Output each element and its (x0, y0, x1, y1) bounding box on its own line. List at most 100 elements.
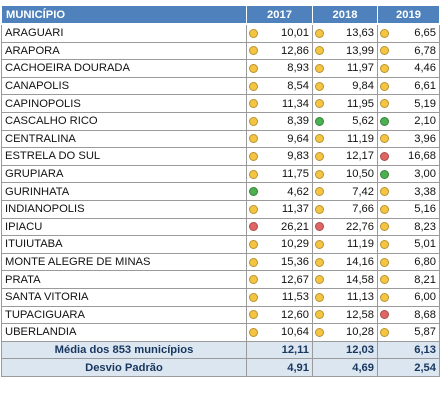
value-2017: 8,54 (287, 80, 309, 93)
status-yellow-circle-icon (249, 310, 258, 320)
table-row: TUPACIGUARA 12,60 12,58 8,68 (1, 305, 440, 325)
table-header-row: MUNICÍPIO 2017 2018 2019 (1, 5, 440, 25)
status-yellow-circle-icon (249, 169, 258, 179)
status-yellow-circle-icon (249, 151, 258, 161)
value-2017: 11,75 (281, 168, 309, 181)
status-yellow-circle-icon (315, 151, 324, 161)
value-2017: 8,39 (287, 115, 309, 128)
value-cell-2018: 11,95 (312, 94, 378, 113)
value-cell-2019: 5,01 (377, 235, 440, 254)
footer-std-dev-2019: 2,54 (377, 358, 440, 377)
value-2017: 12,60 (281, 308, 309, 321)
value-cell-2017: 11,34 (246, 94, 313, 113)
value-cell-2017: 15,36 (246, 252, 313, 272)
status-yellow-circle-icon (380, 327, 389, 337)
value-2018: 13,99 (346, 44, 374, 57)
value-cell-2017: 11,75 (246, 164, 313, 184)
value-cell-2018: 11,19 (312, 129, 378, 149)
status-green-circle-icon (315, 116, 324, 126)
table-row: ESTRELA DO SUL 9,83 12,17 16,68 (1, 147, 440, 166)
value-cell-2017: 11,37 (246, 199, 313, 219)
status-red-circle-icon (380, 151, 389, 161)
footer-average-2019: 6,13 (377, 340, 440, 360)
value-2018: 11,95 (346, 97, 374, 110)
municipality-name: UBERLANDIA (1, 323, 247, 342)
status-yellow-circle-icon (315, 63, 324, 73)
value-2019: 6,61 (414, 80, 436, 93)
value-2017: 10,01 (281, 27, 309, 40)
status-yellow-circle-icon (315, 275, 324, 285)
value-2019: 8,68 (414, 308, 436, 321)
table-row: MONTE ALEGRE DE MINAS 15,36 14,16 6,80 (1, 252, 440, 272)
value-cell-2018: 14,58 (312, 270, 378, 289)
footer-label-std-dev: Desvio Padrão (1, 358, 247, 377)
value-2018: 10,28 (346, 326, 374, 339)
value-2018: 12,58 (346, 308, 374, 321)
table-row: GRUPIARA 11,75 10,50 3,00 (1, 164, 440, 184)
status-yellow-circle-icon (315, 28, 324, 38)
value-cell-2018: 11,19 (312, 235, 378, 254)
footer-average-2018: 12,03 (312, 340, 378, 360)
value-2018: 10,50 (346, 168, 374, 181)
status-yellow-circle-icon (315, 99, 324, 109)
status-yellow-circle-icon (249, 327, 258, 337)
status-yellow-circle-icon (249, 239, 258, 249)
status-yellow-circle-icon (249, 63, 258, 73)
status-yellow-circle-icon (249, 275, 258, 285)
value-cell-2017: 12,67 (246, 270, 313, 289)
value-cell-2019: 5,19 (377, 94, 440, 113)
value-cell-2017: 11,53 (246, 287, 313, 307)
table-row: CASCALHO RICO 8,39 5,62 2,10 (1, 111, 440, 131)
table-row: INDIANOPOLIS 11,37 7,66 5,16 (1, 199, 440, 219)
value-cell-2017: 4,62 (246, 182, 313, 201)
table-row: ARAGUARI 10,01 13,63 6,65 (1, 23, 440, 43)
status-yellow-circle-icon (249, 134, 258, 144)
value-cell-2018: 12,17 (312, 147, 378, 166)
status-yellow-circle-icon (249, 204, 258, 214)
value-2017: 9,64 (287, 132, 309, 145)
value-2019: 6,80 (414, 256, 436, 269)
value-cell-2019: 8,21 (377, 270, 440, 289)
status-yellow-circle-icon (249, 46, 258, 56)
value-2018: 5,62 (352, 115, 374, 128)
value-2019: 3,00 (414, 168, 436, 181)
municipality-name: CAPINOPOLIS (1, 94, 247, 113)
value-cell-2019: 2,10 (377, 111, 440, 131)
value-2018: 22,76 (346, 220, 374, 233)
status-yellow-circle-icon (315, 257, 324, 267)
value-2018: 11,19 (346, 132, 374, 145)
status-yellow-circle-icon (315, 187, 324, 197)
value-cell-2019: 4,46 (377, 59, 440, 78)
value-2017: 12,67 (281, 273, 309, 286)
value-2018: 7,42 (352, 185, 374, 198)
table-row: SANTA VITORIA 11,53 11,13 6,00 (1, 287, 440, 307)
status-yellow-circle-icon (380, 239, 389, 249)
status-yellow-circle-icon (380, 204, 389, 214)
value-2019: 6,78 (414, 44, 436, 57)
footer-label-average: Média dos 853 municípios (1, 340, 247, 360)
value-cell-2019: 3,00 (377, 164, 440, 184)
status-yellow-circle-icon (249, 292, 258, 302)
value-2018: 7,66 (352, 203, 374, 216)
value-2017: 15,36 (281, 256, 309, 269)
value-cell-2019: 6,78 (377, 41, 440, 61)
municipality-name: ESTRELA DO SUL (1, 147, 247, 166)
status-yellow-circle-icon (315, 134, 324, 144)
value-2019: 5,01 (414, 238, 436, 251)
status-yellow-circle-icon (249, 257, 258, 267)
value-cell-2019: 16,68 (377, 147, 440, 166)
value-cell-2019: 8,68 (377, 305, 440, 325)
value-2017: 12,86 (281, 44, 309, 57)
municipality-name: ARAPORA (1, 41, 247, 61)
table-row: ITUIUTABA 10,29 11,19 5,01 (1, 235, 440, 254)
status-green-circle-icon (380, 169, 389, 179)
value-2018: 11,19 (346, 238, 374, 251)
value-cell-2018: 10,50 (312, 164, 378, 184)
municipality-name: TUPACIGUARA (1, 305, 247, 325)
value-2019: 4,46 (414, 62, 436, 75)
table-row: CAPINOPOLIS 11,34 11,95 5,19 (1, 94, 440, 113)
status-yellow-circle-icon (380, 134, 389, 144)
municipality-name: CANAPOLIS (1, 76, 247, 96)
status-yellow-circle-icon (380, 81, 389, 91)
status-yellow-circle-icon (315, 169, 324, 179)
